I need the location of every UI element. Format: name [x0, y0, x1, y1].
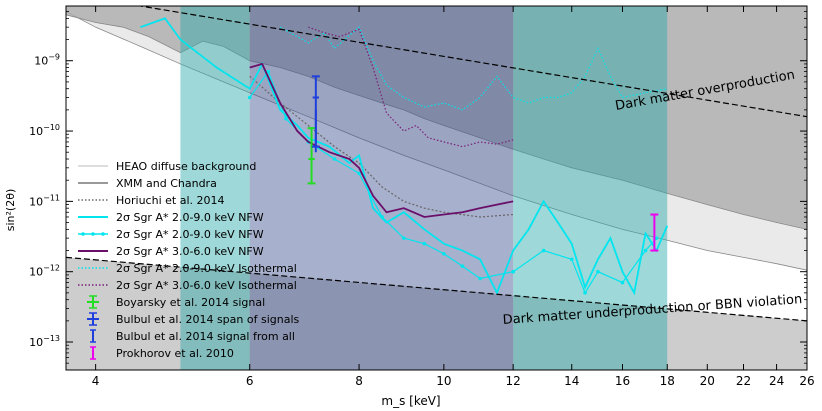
series-point [357, 171, 361, 176]
legend-label-11: Prokhorov et al. 2010 [116, 347, 234, 360]
x-tick-label: 18 [660, 374, 675, 388]
x-tick-label: 14 [564, 374, 579, 388]
y-tick-label: 10−13 [29, 334, 60, 349]
legend-label-6: 2σ Sgr A* 2.0-9.0 keV Isothermal [116, 262, 297, 275]
series-point [596, 269, 600, 274]
x-tick-label: 8 [355, 374, 363, 388]
series-line-0 [140, 17, 669, 296]
series-point [380, 215, 384, 219]
x-tick-label: 6 [246, 374, 254, 388]
series-point [247, 95, 252, 100]
series-point [569, 257, 574, 262]
x-tick-label: 16 [615, 374, 630, 388]
series-line-3 [279, 26, 668, 111]
x-axis-label: m_s [keV] [381, 394, 440, 408]
series-point [460, 264, 465, 268]
y-tick-label: 10−11 [29, 193, 60, 208]
underproduction-boundary [66, 256, 807, 322]
legend-label-0: HEAO diffuse background [116, 160, 256, 173]
x-tick-label: 10 [436, 374, 451, 388]
series-point [422, 241, 427, 246]
y-tick-label: 10−9 [34, 53, 60, 68]
region-1 [66, 6, 807, 230]
series-point [284, 116, 288, 121]
series-point [620, 280, 625, 285]
x-tick-label: 22 [736, 374, 751, 388]
x-tick-label: 24 [769, 374, 784, 388]
legend-label-2: Horiuchi et al. 2014 [116, 194, 225, 207]
legend: HEAO diffuse background XMM and Chandra Ho… [78, 160, 299, 360]
underproduction-region [66, 257, 807, 370]
x-tick-label: 4 [92, 374, 100, 388]
legend-marker [81, 232, 85, 236]
legend-label-8: Boyarsky et al. 2014 signal [116, 296, 265, 309]
legend-label-3: 2σ Sgr A* 2.0-9.0 keV NFW [116, 211, 264, 224]
legend-label-7: 2σ Sgr A* 3.0-6.0 keV Isothermal [116, 279, 297, 292]
series-point [511, 269, 515, 274]
legend-label-1: XMM and Chandra [116, 177, 217, 190]
legend-marker [91, 232, 95, 236]
x-tick-label: 20 [700, 374, 715, 388]
series-point [583, 291, 587, 295]
series-point [402, 236, 406, 240]
legend-label-9: Bulbul et al. 2014 span of signals [116, 313, 299, 326]
legend-marker [101, 232, 105, 236]
series-line-2 [249, 62, 514, 218]
axes: 4 6 8 10 12 14 16 18 20 22 24 26 10−13 10−12 10−11 10−1… [29, 6, 815, 388]
plot-frame [65, 5, 808, 371]
legend-label-5: 2σ Sgr A* 3.0-6.0 keV NFW [116, 245, 264, 258]
series-point [332, 157, 337, 161]
series-point [643, 248, 648, 253]
series-point [266, 69, 271, 74]
series-point [541, 248, 546, 253]
legend-label-10: Bulbul et al. 2014 signal from all [116, 330, 295, 343]
excluded-band-1 [249, 6, 514, 370]
series-point [478, 276, 482, 281]
x-tick-label: 12 [506, 374, 521, 388]
x-tick-label: 26 [799, 374, 814, 388]
series-point [654, 236, 659, 240]
plot-area [66, 6, 807, 370]
legend-label-4: 2σ Sgr A* 2.0-9.0 keV NFW [116, 228, 264, 241]
y-axis-label: sin²(2θ) [4, 189, 17, 231]
series-line-4 [308, 26, 514, 148]
excluded-band-2 [513, 6, 668, 370]
y-tick-label: 10−10 [29, 123, 60, 138]
series-point [442, 251, 446, 256]
y-tick-label: 10−12 [29, 264, 60, 279]
overproduction-boundary [136, 6, 807, 118]
